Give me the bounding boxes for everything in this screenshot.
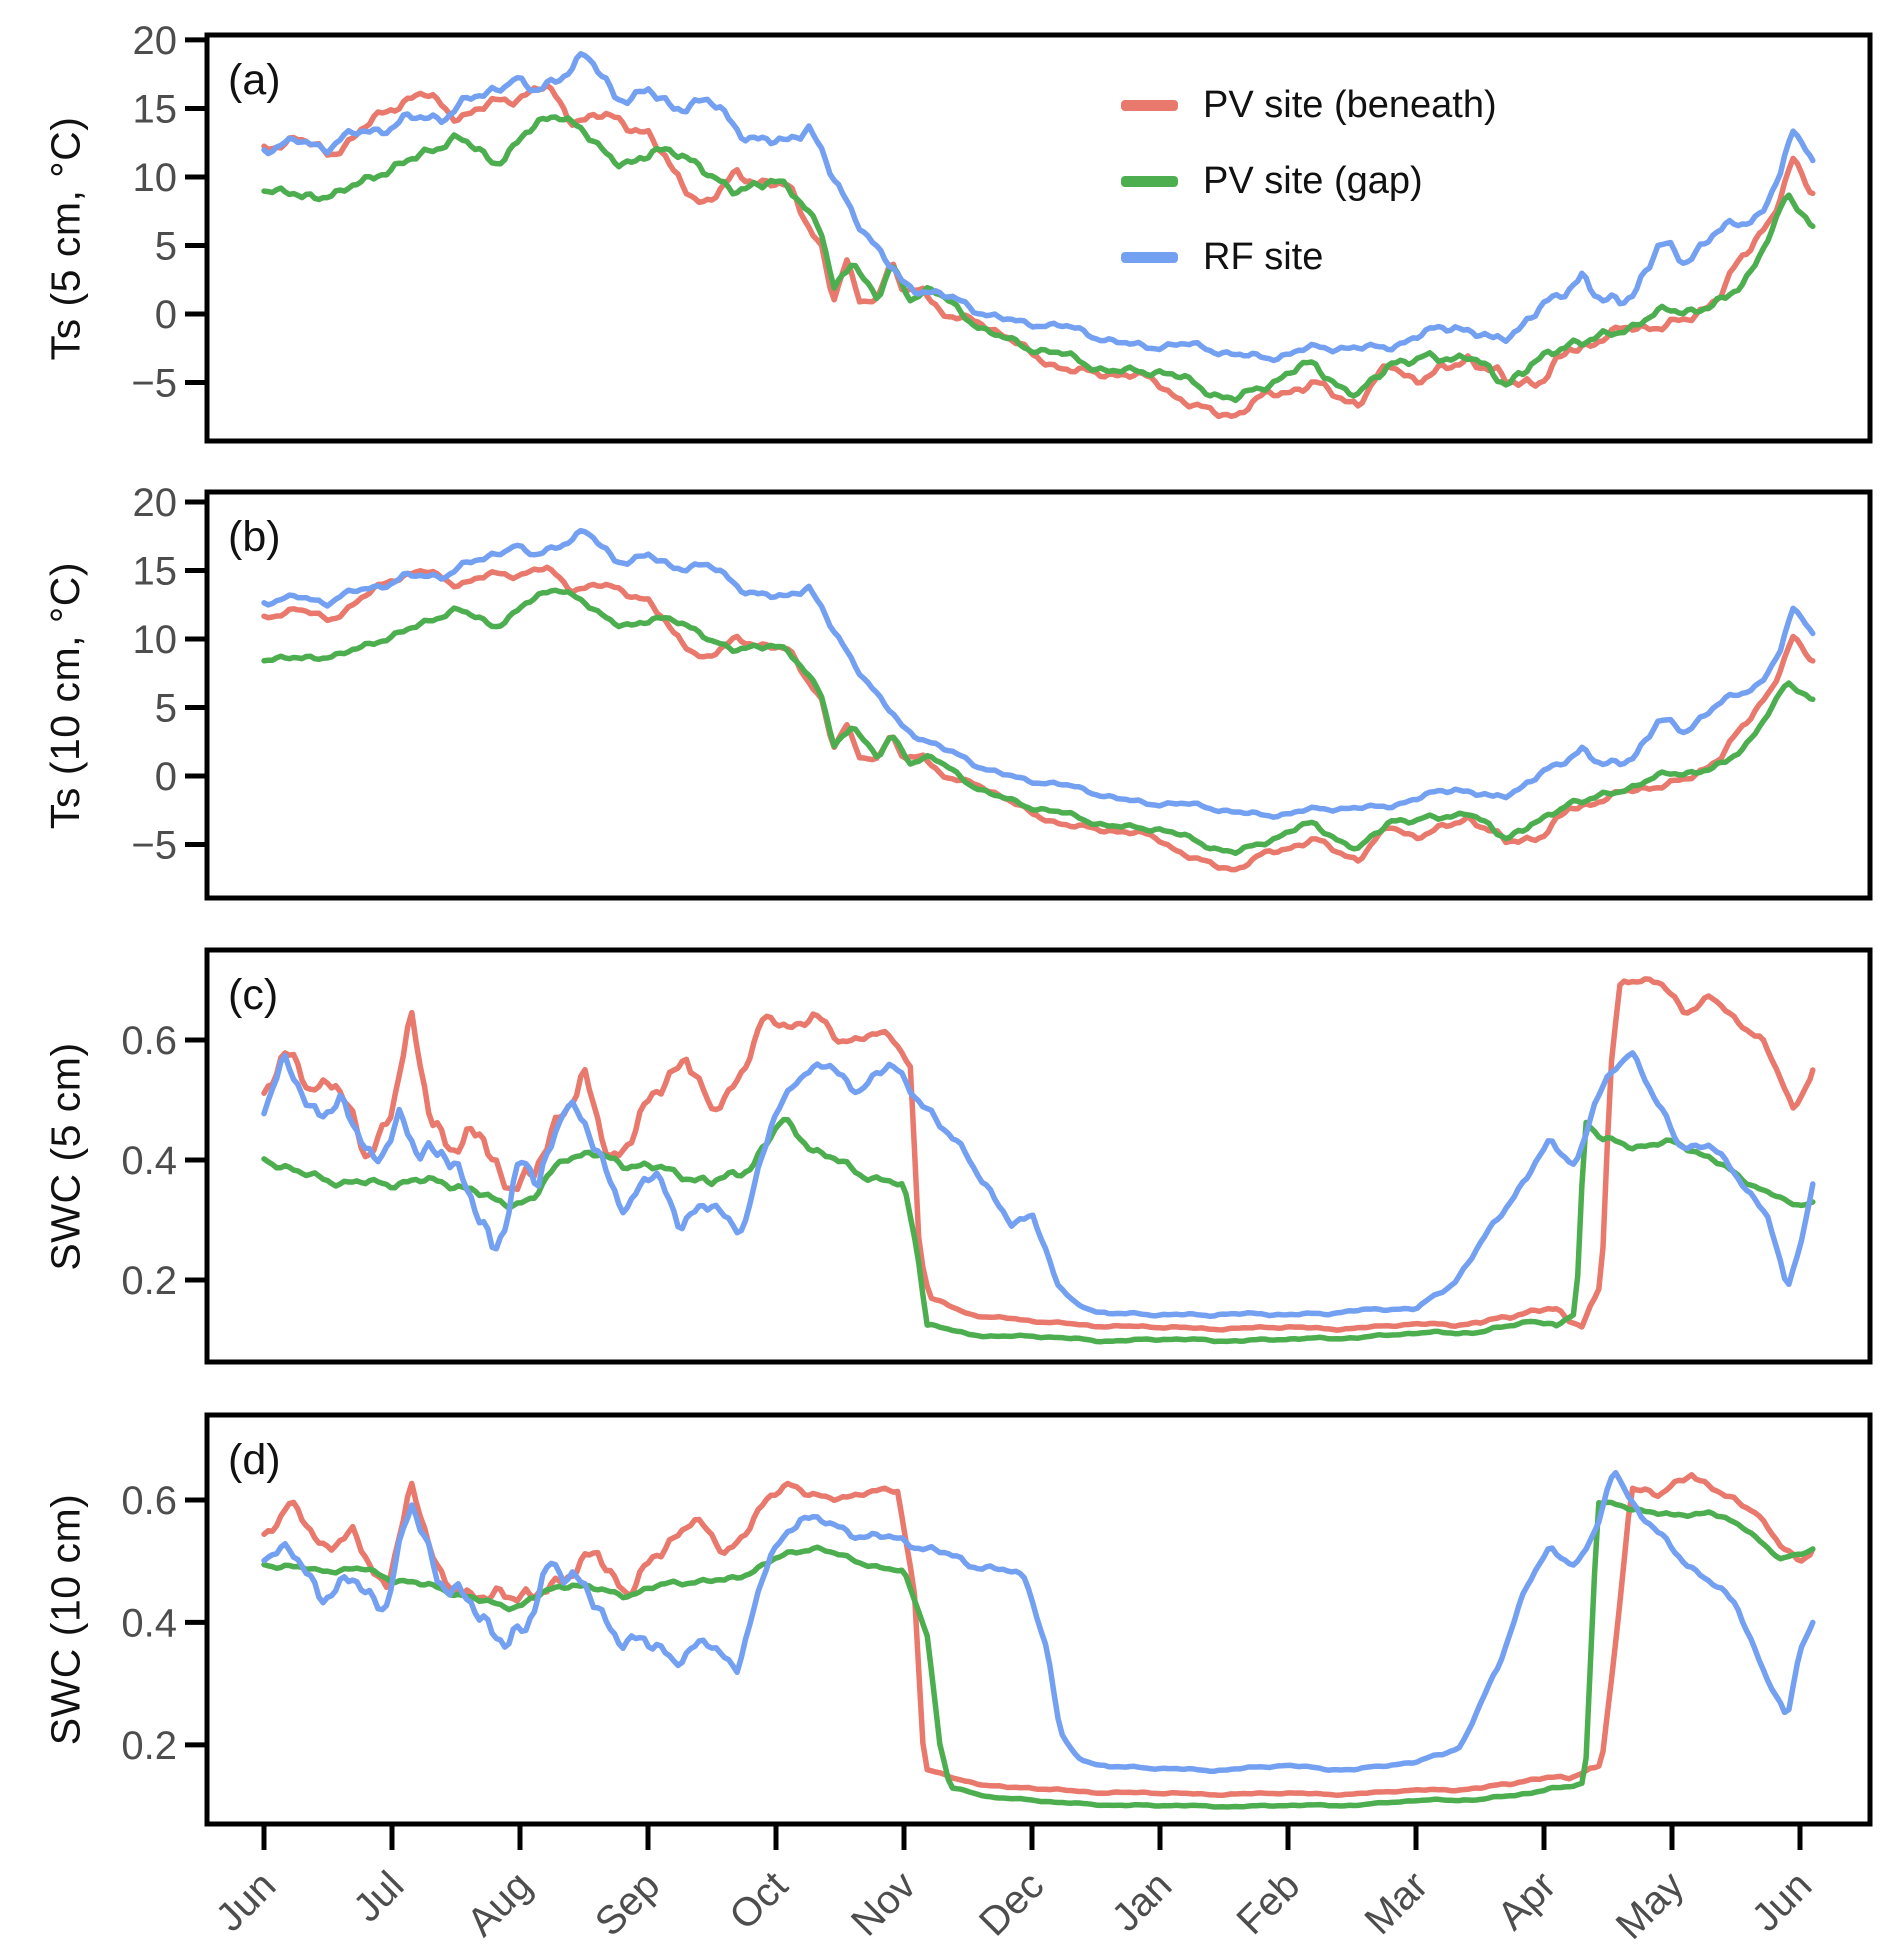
- y-tick-label: 20: [133, 19, 178, 63]
- panel-border-c: [204, 947, 1873, 1365]
- x-axis: Jun Jul Aug Sep Oct Nov Dec Jan Feb Mar Apr May Jun: [208, 1824, 1821, 1948]
- legend-item-rf: RF site: [1121, 234, 1497, 281]
- y-tick-label: 5: [155, 224, 177, 268]
- line-pv-site-gap: [261, 1116, 1816, 1345]
- legend-item-pv-gap: PV site (gap): [1121, 158, 1497, 205]
- line-pv-site-gap: [261, 1499, 1816, 1810]
- x-tick-label: Feb: [1229, 1863, 1309, 1943]
- x-tick-label: Oct: [721, 1863, 796, 1938]
- y-tick-label: 0.2: [121, 1724, 177, 1768]
- legend-label: PV site (gap): [1203, 160, 1423, 202]
- panel-border-d: [204, 1412, 1873, 1827]
- y-tick-label: 0.6: [121, 1479, 177, 1523]
- x-tick-label: Jan: [1104, 1863, 1181, 1940]
- x-tick-label: Nov: [843, 1863, 924, 1944]
- y-tick-label: 0.2: [121, 1259, 177, 1303]
- x-tick-label: Jul: [345, 1863, 412, 1930]
- panel-border-a: [204, 32, 1873, 444]
- y-tick-label: 10: [133, 618, 178, 662]
- y-tick-label: 0.4: [121, 1601, 177, 1645]
- panel-letter-d: (d): [228, 1436, 281, 1484]
- x-tick-label: Jun: [1744, 1863, 1821, 1940]
- y-tick-label: −5: [131, 361, 177, 405]
- panel-border-b: [204, 489, 1873, 901]
- line-rf-site: [261, 51, 1816, 364]
- line-pv-site-beneath: [261, 564, 1816, 873]
- line-rf-site: [261, 1469, 1816, 1775]
- x-tick-label: Apr: [1489, 1863, 1564, 1938]
- line-rf-site: [261, 527, 1816, 820]
- y-tick-label: 20: [133, 481, 178, 525]
- y-tick-label: −5: [131, 824, 177, 868]
- legend-label: RF site: [1203, 236, 1324, 278]
- line-pv-site-gap: [261, 587, 1816, 857]
- y-tick-label: 0: [155, 755, 177, 799]
- y-tick-label: 15: [133, 87, 178, 131]
- line-pv-site-beneath: [261, 1472, 1816, 1799]
- x-tick-label: Dec: [971, 1863, 1052, 1944]
- panel-letter-a: (a): [228, 56, 281, 104]
- x-tick-label: May: [1608, 1863, 1693, 1948]
- y-tick-label: 10: [133, 156, 178, 200]
- legend-swatch-pv-gap-icon: [1121, 176, 1178, 187]
- panel-a: 20 15 10 5 0 −5: [131, 19, 1873, 444]
- line-pv-site-gap: [261, 114, 1816, 404]
- y-tick-label: 0.6: [121, 1019, 177, 1063]
- legend-swatch-rf-icon: [1121, 252, 1178, 263]
- line-pv-site-beneath: [261, 976, 1816, 1333]
- x-tick-label: Mar: [1357, 1863, 1437, 1943]
- x-tick-label: Aug: [459, 1863, 540, 1944]
- panel-d: 0.6 0.4 0.2: [121, 1412, 1873, 1827]
- y-tick-label: 15: [133, 550, 178, 594]
- legend-item-pv-beneath: PV site (beneath): [1121, 82, 1497, 129]
- y-tick-label: 0.4: [121, 1139, 177, 1183]
- x-tick-label: Jun: [208, 1863, 285, 1940]
- x-tick-label: Sep: [587, 1863, 668, 1944]
- panel-letter-b: (b): [228, 513, 281, 561]
- legend: PV site (beneath) PV site (gap) RF site: [1121, 82, 1497, 310]
- line-rf-site: [261, 1050, 1816, 1320]
- legend-swatch-pv-beneath-icon: [1121, 100, 1178, 111]
- y-tick-label: 5: [155, 687, 177, 731]
- panel-c: 0.6 0.4 0.2: [121, 947, 1873, 1365]
- legend-label: PV site (beneath): [1203, 84, 1497, 126]
- y-tick-label: 0: [155, 293, 177, 337]
- panel-letter-c: (c): [228, 971, 279, 1019]
- panel-b: 20 15 10 5 0 −5: [131, 481, 1873, 901]
- line-pv-site-beneath: [261, 82, 1816, 420]
